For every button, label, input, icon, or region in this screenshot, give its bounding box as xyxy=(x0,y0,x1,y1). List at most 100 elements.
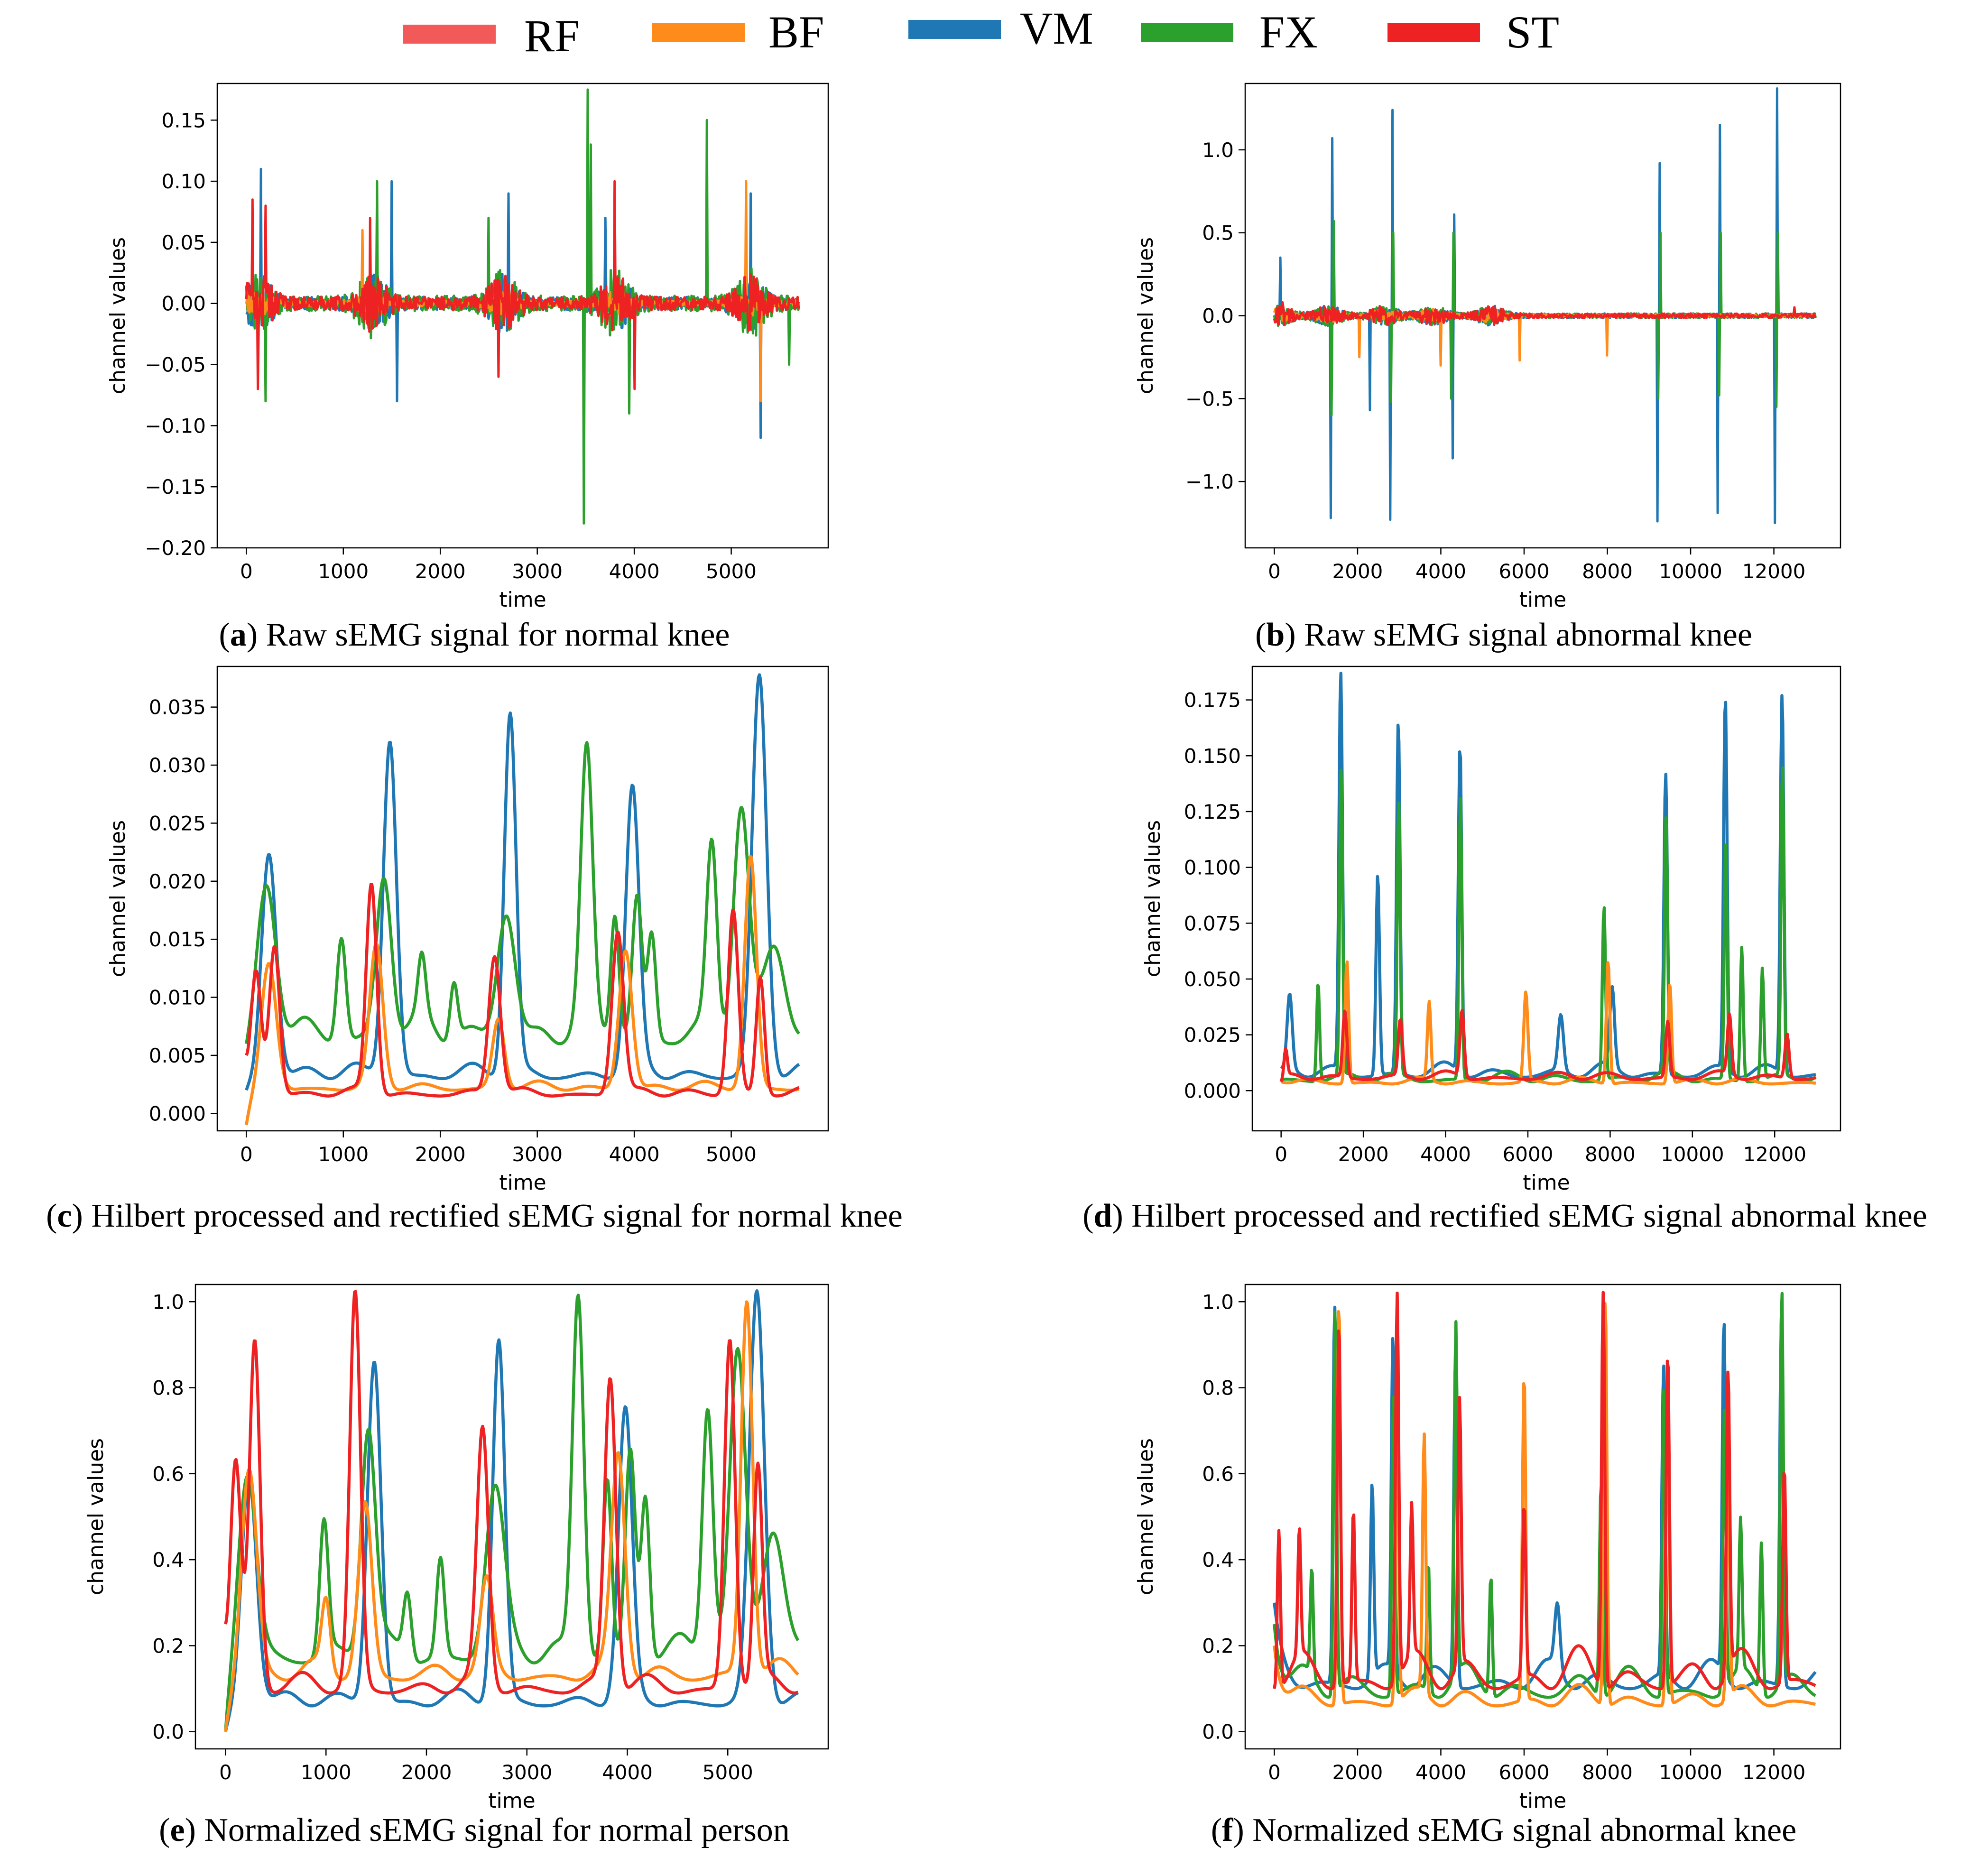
axes-frame xyxy=(1251,665,1841,1132)
x-tick-label: 0 xyxy=(219,1761,232,1784)
x-tick-label: 4000 xyxy=(1420,1143,1471,1166)
caption-e-letter: e xyxy=(170,1812,185,1848)
x-tick-label: 8000 xyxy=(1585,1143,1636,1166)
series-line-vm xyxy=(245,673,800,1091)
x-tick-label: 0 xyxy=(1268,560,1281,583)
y-tick-label: −0.10 xyxy=(145,414,206,437)
x-tick-label: 10000 xyxy=(1659,560,1722,583)
x-tick-label: 10000 xyxy=(1659,1761,1722,1784)
y-tick-label: −0.20 xyxy=(145,536,206,560)
x-tick-label: 12000 xyxy=(1742,560,1806,583)
series-line-fx xyxy=(224,1294,800,1732)
plot-area-a xyxy=(245,88,801,525)
legend-swatch-st xyxy=(1387,23,1480,42)
series-line-bf xyxy=(224,1300,799,1732)
x-tick-label: 2000 xyxy=(401,1761,452,1784)
legend-label-vm: VM xyxy=(1020,3,1093,54)
x-tick-label: 1000 xyxy=(318,1143,369,1166)
caption-e-text: Normalized sEMG signal for normal person xyxy=(204,1812,790,1848)
caption-d: (d) Hilbert processed and rectified sEMG… xyxy=(1082,1198,1927,1234)
plot-area-c xyxy=(245,673,801,1126)
series-line-st xyxy=(1273,301,1817,326)
x-tick-label: 3000 xyxy=(512,1143,563,1166)
x-tick-label: 0 xyxy=(240,560,253,583)
y-tick-label: 0.005 xyxy=(149,1044,206,1067)
y-tick-label: 0.100 xyxy=(1184,856,1241,879)
legend-swatch-bf xyxy=(652,23,745,42)
x-tick-label: 4000 xyxy=(609,560,660,583)
y-axis-label: channel values xyxy=(106,237,130,394)
caption-e: (e) Normalized sEMG signal for normal pe… xyxy=(159,1812,790,1848)
y-tick-label: 0.00 xyxy=(161,292,206,315)
caption-f-letter: f xyxy=(1222,1812,1233,1848)
x-tick-label: 0 xyxy=(1268,1761,1281,1784)
y-tick-label: 0.6 xyxy=(1202,1462,1234,1486)
y-tick-label: −0.15 xyxy=(145,475,206,499)
chart-b: 0 2000 4000 6000 8000 10000 12000 −1.0 −0.5 0.0 0.… xyxy=(1134,83,1841,612)
caption-a-text: Raw sEMG signal for normal knee xyxy=(266,617,730,653)
y-tick-label: 0.0 xyxy=(152,1720,184,1744)
x-tick-label: 3000 xyxy=(501,1761,552,1784)
y-tick-label: 0.2 xyxy=(1202,1634,1234,1657)
caption-a-letter: a xyxy=(230,617,247,653)
y-tick-label: 0.15 xyxy=(161,109,206,132)
y-tick-label: 0.000 xyxy=(1184,1079,1241,1102)
axes-frame xyxy=(216,665,829,1132)
caption-c: (c) Hilbert processed and rectified sEMG… xyxy=(46,1198,903,1234)
legend-swatch-vm xyxy=(908,20,1001,39)
series-line-vm xyxy=(1273,87,1817,525)
series-line-st xyxy=(245,180,801,390)
series-line-bf xyxy=(1280,960,1817,1086)
y-tick-label: −0.05 xyxy=(145,353,206,377)
x-tick-label: 8000 xyxy=(1582,1761,1633,1784)
x-tick-label: 12000 xyxy=(1742,1761,1806,1784)
x-tick-label: 5000 xyxy=(703,1761,753,1784)
series-line-st xyxy=(1273,1291,1816,1691)
y-tick-label: 0.035 xyxy=(149,696,206,719)
y-tick-label: 0.4 xyxy=(152,1548,184,1571)
caption-c-letter: c xyxy=(57,1198,72,1234)
chart-a: 0 1000 2000 3000 4000 5000 −0.20 −0.15 −0.10 −0.0… xyxy=(106,83,829,612)
chart-f: 0 2000 4000 6000 8000 10000 12000 0.0 0.2 0.4 0.6 0… xyxy=(1134,1284,1841,1813)
y-tick-label: 0.8 xyxy=(152,1377,184,1400)
caption-b-letter: b xyxy=(1266,617,1285,653)
y-axis-label: channel values xyxy=(106,820,130,977)
y-tick-label: 0.4 xyxy=(1202,1548,1234,1571)
y-tick-label: 0.150 xyxy=(1184,744,1241,767)
chart-d: 0 2000 4000 6000 8000 10000 12000 0.000 0.025 0.0… xyxy=(1141,665,1841,1195)
series-line-vm xyxy=(224,1289,799,1732)
x-tick-label: 6000 xyxy=(1499,560,1550,583)
series-line-st xyxy=(1279,1008,1817,1082)
series-line-fx xyxy=(1280,766,1817,1083)
caption-d-letter: d xyxy=(1093,1198,1112,1234)
plot-area-e xyxy=(224,1289,800,1732)
caption-f-text: Normalized sEMG signal abnormal knee xyxy=(1252,1812,1797,1848)
x-axis-label: time xyxy=(1519,588,1566,612)
series-line-bf xyxy=(245,180,801,403)
y-tick-label: 0.10 xyxy=(161,170,206,193)
caption-d-text: Hilbert processed and rectified sEMG sig… xyxy=(1131,1198,1927,1234)
x-axis-label: time xyxy=(1523,1171,1570,1195)
x-axis-label: time xyxy=(488,1789,535,1813)
x-tick-label: 4000 xyxy=(1415,1761,1466,1784)
plot-area-b xyxy=(1273,87,1817,525)
y-tick-label: 0.020 xyxy=(149,870,206,893)
series-line-st xyxy=(245,883,800,1098)
y-tick-label: 0.125 xyxy=(1184,800,1241,823)
caption-a: (a) Raw sEMG signal for normal knee xyxy=(219,617,730,653)
y-tick-label: 0.010 xyxy=(149,986,206,1009)
x-tick-label: 2000 xyxy=(1332,1761,1383,1784)
series-line-st xyxy=(224,1290,799,1695)
x-tick-label: 2000 xyxy=(415,560,466,583)
x-tick-label: 12000 xyxy=(1743,1143,1806,1166)
y-tick-label: 0.025 xyxy=(149,812,206,835)
plot-area-f xyxy=(1273,1291,1817,1708)
legend-swatch-fx xyxy=(1141,23,1233,42)
x-tick-label: 0 xyxy=(240,1143,253,1166)
y-tick-label: 0.075 xyxy=(1184,912,1241,935)
y-tick-label: 0.0 xyxy=(1202,1720,1234,1744)
y-tick-label: −0.5 xyxy=(1185,387,1234,410)
x-tick-label: 6000 xyxy=(1503,1143,1554,1166)
x-tick-label: 8000 xyxy=(1582,560,1633,583)
caption-b: (b) Raw sEMG signal abnormal knee xyxy=(1255,617,1752,653)
